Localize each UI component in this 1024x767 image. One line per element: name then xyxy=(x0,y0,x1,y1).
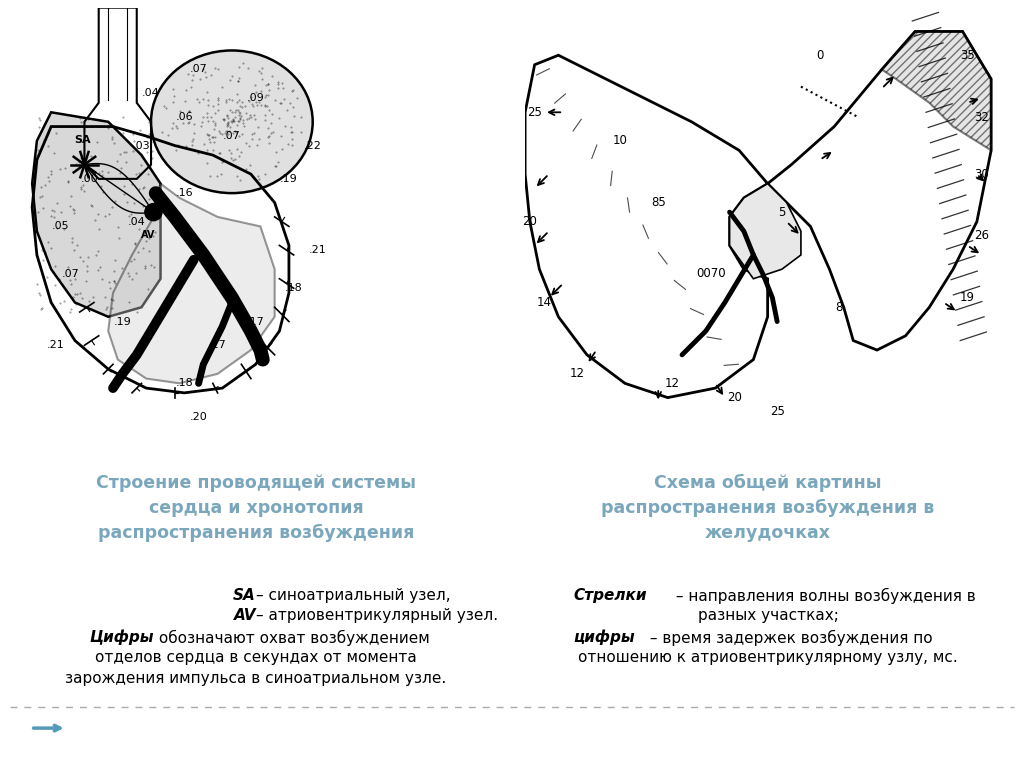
Text: 10: 10 xyxy=(612,134,628,147)
Text: .22: .22 xyxy=(304,140,322,150)
Polygon shape xyxy=(882,31,991,150)
Text: .07: .07 xyxy=(223,131,241,141)
Text: .06: .06 xyxy=(175,112,194,122)
Text: 35: 35 xyxy=(959,49,975,61)
Text: 0070: 0070 xyxy=(695,268,725,281)
Text: SA: SA xyxy=(74,135,90,145)
Text: .18: .18 xyxy=(175,378,194,388)
Text: 14: 14 xyxy=(537,296,552,309)
Text: .19: .19 xyxy=(114,317,131,327)
Text: разных участках;: разных участках; xyxy=(697,608,839,624)
Text: .17: .17 xyxy=(247,317,264,327)
Text: .00: .00 xyxy=(80,174,98,184)
Text: 26: 26 xyxy=(974,229,989,242)
Text: цифры: цифры xyxy=(573,630,635,645)
Text: 12: 12 xyxy=(665,377,680,390)
Text: .03: .03 xyxy=(133,140,151,150)
Text: 0: 0 xyxy=(816,49,823,61)
Polygon shape xyxy=(32,112,161,317)
Text: 5: 5 xyxy=(778,206,785,219)
Text: – синоатриальный узел,: – синоатриальный узел, xyxy=(256,588,451,603)
Text: 19: 19 xyxy=(959,291,975,304)
Text: .19: .19 xyxy=(280,174,298,184)
Text: 30: 30 xyxy=(974,168,989,180)
Text: .18: .18 xyxy=(285,283,302,293)
Circle shape xyxy=(144,203,162,221)
Text: 12: 12 xyxy=(570,367,585,380)
Text: зарождения импульса в синоатриальном узле.: зарождения импульса в синоатриальном узл… xyxy=(66,671,446,686)
Text: 25: 25 xyxy=(770,406,784,418)
Text: .21: .21 xyxy=(308,245,327,255)
Text: Строение проводящей системы
сердца и хронотопия
распространения возбуждения: Строение проводящей системы сердца и хро… xyxy=(96,474,416,542)
Text: .07: .07 xyxy=(189,64,208,74)
Text: отношению к атриовентрикулярному узлу, мс.: отношению к атриовентрикулярному узлу, м… xyxy=(579,650,957,665)
Polygon shape xyxy=(109,183,274,384)
Text: 8: 8 xyxy=(836,301,843,314)
Text: 20: 20 xyxy=(727,391,741,404)
Text: AV: AV xyxy=(141,230,156,240)
Text: Стрелки: Стрелки xyxy=(573,588,647,603)
Text: .05: .05 xyxy=(52,222,70,232)
Text: – время задержек возбуждения по: – время задержек возбуждения по xyxy=(645,630,933,646)
Ellipse shape xyxy=(151,51,312,193)
Text: AV: AV xyxy=(233,608,256,624)
Text: Схема общей картины
распространения возбуждения в
желудочках: Схема общей картины распространения возб… xyxy=(601,474,935,542)
Text: .04: .04 xyxy=(142,88,160,98)
Text: 25: 25 xyxy=(527,106,542,119)
Text: .20: .20 xyxy=(189,412,208,422)
Text: 85: 85 xyxy=(651,196,666,209)
Text: 20: 20 xyxy=(522,216,538,228)
Text: 32: 32 xyxy=(974,110,989,123)
Text: – направления волны возбуждения в: – направления волны возбуждения в xyxy=(671,588,976,604)
Text: .04: .04 xyxy=(128,216,145,227)
Text: .17: .17 xyxy=(209,341,226,351)
Text: обозначают охват возбуждением: обозначают охват возбуждением xyxy=(154,630,429,646)
Polygon shape xyxy=(729,183,801,278)
Text: отделов сердца в секундах от момента: отделов сердца в секундах от момента xyxy=(95,650,417,665)
Text: Цифры: Цифры xyxy=(89,630,154,645)
Text: .21: .21 xyxy=(47,341,65,351)
Text: .16: .16 xyxy=(175,188,194,198)
Text: .07: .07 xyxy=(61,269,79,279)
Text: – атриовентрикулярный узел.: – атриовентрикулярный узел. xyxy=(256,608,498,624)
Text: .09: .09 xyxy=(247,93,264,103)
Text: SA: SA xyxy=(233,588,256,603)
